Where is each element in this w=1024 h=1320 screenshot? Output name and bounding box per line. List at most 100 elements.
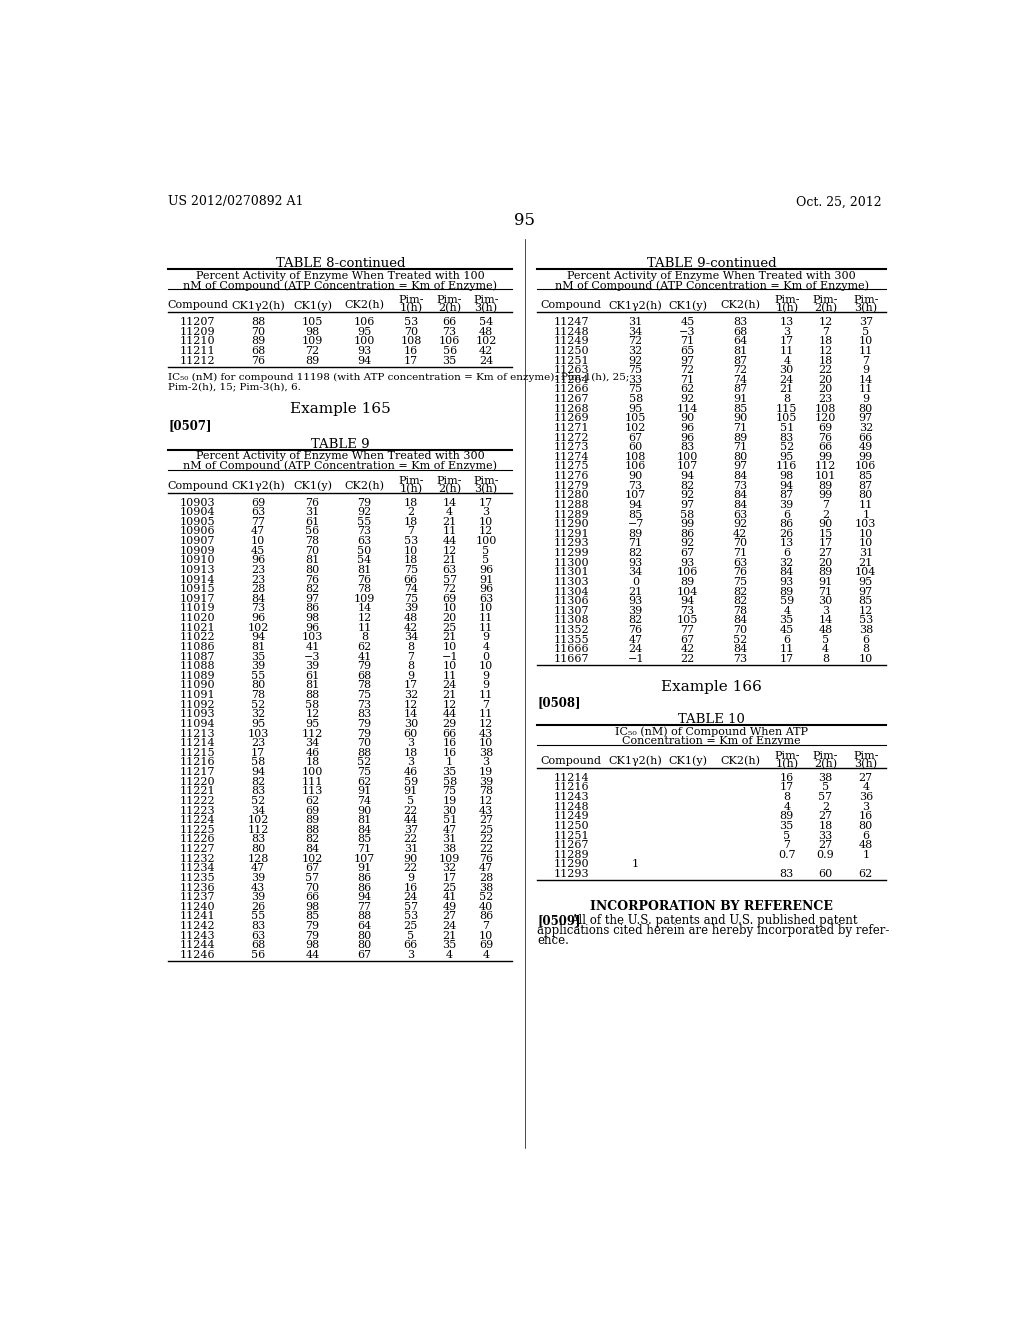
Text: 68: 68 bbox=[357, 671, 372, 681]
Text: 12: 12 bbox=[442, 700, 457, 710]
Text: 12: 12 bbox=[479, 719, 494, 729]
Text: 57: 57 bbox=[305, 873, 319, 883]
Text: 8: 8 bbox=[783, 792, 791, 803]
Text: 11274: 11274 bbox=[554, 451, 589, 462]
Text: 2(h): 2(h) bbox=[814, 304, 837, 313]
Text: 53: 53 bbox=[403, 911, 418, 921]
Text: 3: 3 bbox=[408, 758, 415, 767]
Text: 58: 58 bbox=[629, 395, 643, 404]
Text: 28: 28 bbox=[479, 873, 494, 883]
Text: 21: 21 bbox=[859, 557, 872, 568]
Text: 60: 60 bbox=[818, 869, 833, 879]
Text: 17: 17 bbox=[779, 653, 794, 664]
Text: 71: 71 bbox=[733, 422, 748, 433]
Text: 0.7: 0.7 bbox=[778, 850, 796, 859]
Text: 12: 12 bbox=[859, 606, 872, 615]
Text: 11: 11 bbox=[479, 623, 494, 632]
Text: 24: 24 bbox=[403, 892, 418, 902]
Text: 85: 85 bbox=[859, 471, 872, 480]
Text: 2: 2 bbox=[822, 510, 829, 520]
Text: 99: 99 bbox=[859, 451, 872, 462]
Text: 95: 95 bbox=[357, 326, 372, 337]
Text: 79: 79 bbox=[305, 931, 319, 941]
Text: 92: 92 bbox=[680, 539, 694, 548]
Text: 52: 52 bbox=[251, 796, 265, 807]
Text: 10910: 10910 bbox=[180, 556, 216, 565]
Text: 4: 4 bbox=[783, 355, 791, 366]
Text: 78: 78 bbox=[733, 606, 748, 615]
Text: 106: 106 bbox=[439, 337, 461, 346]
Text: 6: 6 bbox=[862, 635, 869, 644]
Text: 79: 79 bbox=[305, 921, 319, 931]
Text: 11: 11 bbox=[859, 384, 872, 395]
Text: 63: 63 bbox=[733, 510, 748, 520]
Text: 17: 17 bbox=[818, 539, 833, 548]
Text: Pim-: Pim- bbox=[853, 296, 879, 305]
Text: 102: 102 bbox=[475, 337, 497, 346]
Text: 98: 98 bbox=[305, 612, 319, 623]
Text: −3: −3 bbox=[679, 326, 695, 337]
Text: 1(h): 1(h) bbox=[399, 483, 423, 494]
Text: 11241: 11241 bbox=[180, 911, 216, 921]
Text: 102: 102 bbox=[248, 623, 269, 632]
Text: 73: 73 bbox=[357, 700, 372, 710]
Text: 25: 25 bbox=[403, 921, 418, 931]
Text: 1(h): 1(h) bbox=[775, 304, 799, 313]
Text: 102: 102 bbox=[302, 854, 324, 863]
Text: 77: 77 bbox=[357, 902, 372, 912]
Text: 21: 21 bbox=[442, 931, 457, 941]
Text: [0507]: [0507] bbox=[168, 418, 212, 432]
Text: 17: 17 bbox=[479, 498, 494, 508]
Text: 24: 24 bbox=[442, 681, 457, 690]
Text: 14: 14 bbox=[403, 709, 418, 719]
Text: 95: 95 bbox=[859, 577, 872, 587]
Text: 65: 65 bbox=[680, 346, 694, 356]
Text: 4: 4 bbox=[446, 507, 454, 517]
Text: 11667: 11667 bbox=[554, 653, 589, 664]
Text: 95: 95 bbox=[779, 451, 794, 462]
Text: 11223: 11223 bbox=[180, 805, 216, 816]
Text: 11243: 11243 bbox=[554, 792, 589, 803]
Text: 23: 23 bbox=[251, 565, 265, 576]
Text: IC₅₀ (nM) of Compound When ATP: IC₅₀ (nM) of Compound When ATP bbox=[615, 726, 808, 738]
Text: 23: 23 bbox=[251, 574, 265, 585]
Text: Compound: Compound bbox=[167, 300, 228, 310]
Text: 81: 81 bbox=[305, 681, 319, 690]
Text: 20: 20 bbox=[818, 557, 833, 568]
Text: 38: 38 bbox=[479, 883, 494, 892]
Text: 84: 84 bbox=[733, 615, 748, 626]
Text: 63: 63 bbox=[479, 594, 494, 603]
Text: 44: 44 bbox=[442, 709, 457, 719]
Text: 81: 81 bbox=[733, 346, 748, 356]
Text: 38: 38 bbox=[479, 748, 494, 758]
Text: Pim-: Pim- bbox=[398, 296, 424, 305]
Text: 11307: 11307 bbox=[554, 606, 589, 615]
Text: 89: 89 bbox=[251, 337, 265, 346]
Text: 11216: 11216 bbox=[554, 783, 589, 792]
Text: 10903: 10903 bbox=[180, 498, 216, 508]
Text: 83: 83 bbox=[779, 433, 794, 442]
Text: 11089: 11089 bbox=[180, 671, 216, 681]
Text: 86: 86 bbox=[357, 873, 372, 883]
Text: 83: 83 bbox=[251, 921, 265, 931]
Text: 11272: 11272 bbox=[554, 433, 589, 442]
Text: 34: 34 bbox=[305, 738, 319, 748]
Text: 63: 63 bbox=[251, 507, 265, 517]
Text: 70: 70 bbox=[305, 545, 319, 556]
Text: 97: 97 bbox=[733, 462, 748, 471]
Text: 56: 56 bbox=[305, 527, 319, 536]
Text: 11301: 11301 bbox=[554, 568, 589, 577]
Text: 83: 83 bbox=[779, 869, 794, 879]
Text: 4: 4 bbox=[862, 783, 869, 792]
Text: 48: 48 bbox=[479, 326, 494, 337]
Text: 5: 5 bbox=[822, 783, 829, 792]
Text: 5: 5 bbox=[783, 830, 791, 841]
Text: 34: 34 bbox=[403, 632, 418, 643]
Text: 72: 72 bbox=[629, 337, 643, 346]
Text: 11269: 11269 bbox=[554, 413, 589, 424]
Text: 11216: 11216 bbox=[180, 758, 216, 767]
Text: 10904: 10904 bbox=[180, 507, 216, 517]
Text: All of the U.S. patents and U.S. published patent: All of the U.S. patents and U.S. publish… bbox=[569, 915, 857, 927]
Text: 67: 67 bbox=[305, 863, 319, 874]
Text: 66: 66 bbox=[403, 940, 418, 950]
